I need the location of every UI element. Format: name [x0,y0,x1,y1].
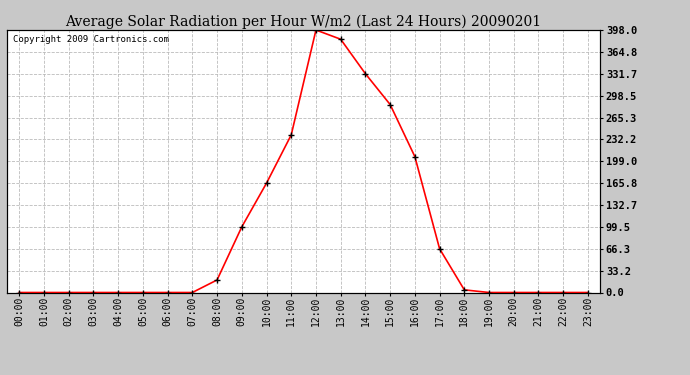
Text: Average Solar Radiation per Hour W/m2 (Last 24 Hours) 20090201: Average Solar Radiation per Hour W/m2 (L… [66,15,542,29]
Text: Copyright 2009 Cartronics.com: Copyright 2009 Cartronics.com [13,35,169,44]
